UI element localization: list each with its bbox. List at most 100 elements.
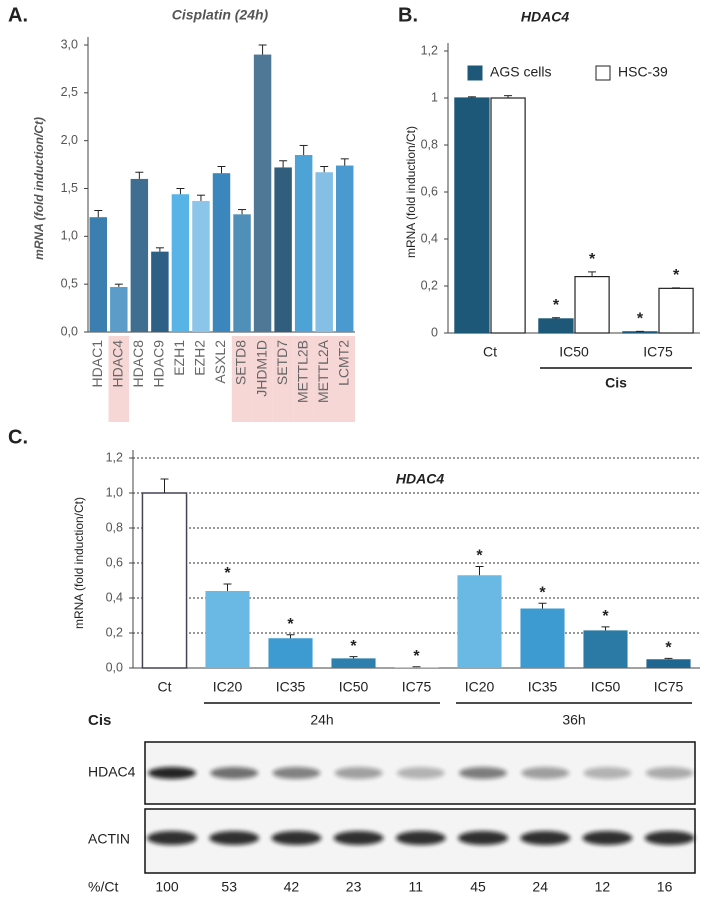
y-axis-label: mRNA (fold induction/Ct) [32, 117, 46, 260]
quant-value: 45 [470, 879, 486, 895]
x-tick-label: METTL2A [315, 339, 331, 403]
y-tick-label: 0,8 [421, 137, 438, 151]
y-tick-label: 2,5 [61, 85, 78, 99]
significance: * [224, 565, 231, 582]
bar [268, 638, 313, 668]
x-tick-label: EZH1 [171, 340, 187, 376]
x-tick-label: IC75 [643, 344, 673, 360]
bar [658, 287, 694, 334]
hdac4-band [396, 767, 445, 779]
x-tick-label: METTL2B [294, 340, 310, 403]
y-tick-label: 1,0 [106, 485, 123, 499]
highlight [108, 336, 130, 422]
significance: * [539, 584, 546, 601]
blot-row-label: HDAC4 [88, 764, 136, 780]
hdac4-band [272, 767, 321, 779]
y-tick-label: 1 [431, 90, 438, 104]
y-tick-label: 0,8 [106, 520, 123, 534]
bar [151, 251, 169, 332]
hdac4-band [148, 767, 196, 779]
significance: * [350, 638, 357, 655]
y-tick-label: 0,2 [106, 625, 123, 639]
bar [394, 667, 439, 668]
bar [490, 97, 526, 334]
x-tick-label: SETD8 [233, 340, 249, 385]
y-tick-label: 1,0 [61, 229, 78, 243]
highlight [334, 336, 355, 422]
actin-band [333, 831, 384, 845]
x-tick-label: HDAC1 [89, 340, 105, 388]
highlight [252, 336, 273, 422]
blot-row-label: ACTIN [88, 831, 130, 847]
bar [454, 97, 490, 334]
actin-band [520, 831, 571, 845]
quant-value: 16 [657, 879, 673, 895]
x-tick-label: Ct [158, 679, 172, 695]
actin-band [395, 831, 446, 845]
bar [205, 591, 250, 668]
actin-band [147, 831, 197, 845]
group-label: Cis [605, 375, 627, 391]
y-tick-label: 2,0 [61, 133, 78, 147]
significance: * [553, 297, 560, 314]
actin-band [209, 831, 260, 845]
x-tick-label: IC75 [402, 679, 432, 695]
panel-label: A. [8, 4, 28, 26]
bar [212, 173, 231, 332]
bar [130, 178, 149, 332]
highlight [293, 336, 314, 422]
actin-band [271, 831, 322, 845]
y-tick-label: 0,0 [106, 660, 123, 674]
chart-title: HDAC4 [521, 9, 569, 25]
legend-swatch [467, 65, 483, 81]
hdac4-band [521, 767, 570, 779]
x-tick-label: IC50 [339, 679, 369, 695]
bar [520, 608, 565, 668]
y-tick-label: 0 [431, 325, 438, 339]
group-label: 24h [310, 712, 333, 728]
hdac4-band [334, 767, 383, 779]
x-tick-label: IC35 [528, 679, 558, 695]
group-label: 36h [562, 712, 585, 728]
quant-label: %/Ct [88, 879, 118, 895]
significance: * [476, 548, 483, 565]
actin-band [644, 831, 695, 845]
bar [583, 630, 628, 668]
hdac4-band [583, 767, 632, 779]
legend-label: AGS cells [490, 64, 551, 80]
significance: * [287, 616, 294, 633]
bar [331, 658, 376, 668]
hdac4-band [645, 767, 694, 779]
y-tick-label: 1,2 [421, 43, 438, 57]
x-tick-label: IC50 [559, 344, 589, 360]
x-tick-label: Ct [483, 344, 497, 360]
bar [274, 167, 292, 332]
actin-band [458, 831, 508, 845]
bar [336, 165, 354, 332]
bar [457, 575, 502, 668]
bar [294, 155, 313, 332]
x-tick-label: IC35 [276, 679, 306, 695]
significance: * [665, 640, 672, 657]
bar [315, 172, 333, 332]
y-tick-label: 0,2 [421, 278, 438, 292]
x-tick-label: IC20 [213, 679, 243, 695]
quant-value: 42 [284, 879, 300, 895]
x-tick-label: IC50 [591, 679, 621, 695]
x-tick-label: SETD7 [274, 340, 290, 385]
bar [171, 194, 190, 332]
legend-swatch [595, 65, 611, 81]
highlight [272, 336, 294, 422]
bar [192, 200, 210, 332]
highlight [313, 336, 335, 422]
x-tick-label: EZH2 [192, 340, 208, 376]
y-tick-label: 0,6 [106, 555, 123, 569]
significance: * [602, 608, 609, 625]
panel-label: B. [398, 4, 418, 26]
y-tick-label: 1,5 [61, 181, 78, 195]
bar [233, 214, 251, 332]
x-tick-label: HDAC4 [110, 340, 126, 388]
significance: * [673, 267, 680, 284]
y-tick-label: 1,2 [106, 450, 123, 464]
